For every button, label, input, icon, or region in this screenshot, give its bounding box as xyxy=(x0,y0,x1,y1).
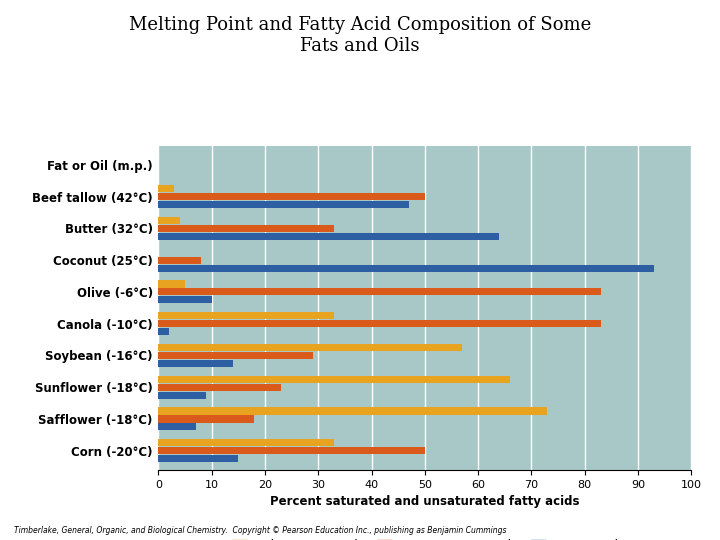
Bar xyxy=(158,280,185,287)
Bar xyxy=(158,193,425,200)
Bar xyxy=(158,392,207,399)
Bar xyxy=(158,328,169,335)
Text: Melting Point and Fatty Acid Composition of Some
Fats and Oils: Melting Point and Fatty Acid Composition… xyxy=(129,16,591,55)
Bar xyxy=(158,423,196,430)
Text: Timberlake, General, Organic, and Biological Chemistry.  Copyright © Pearson Edu: Timberlake, General, Organic, and Biolog… xyxy=(14,525,507,535)
Bar xyxy=(158,360,233,367)
Bar xyxy=(158,296,212,303)
Bar xyxy=(158,408,547,415)
Legend: Polyunsaturated, Monounsaturated, Saturated: Polyunsaturated, Monounsaturated, Satura… xyxy=(227,535,623,540)
Bar xyxy=(158,439,334,447)
Bar xyxy=(158,201,409,208)
Bar xyxy=(158,225,334,232)
Bar xyxy=(158,415,254,422)
Bar xyxy=(158,312,334,319)
Bar xyxy=(158,256,201,264)
Bar xyxy=(158,288,600,295)
Bar xyxy=(158,185,174,192)
Bar xyxy=(158,376,510,383)
Bar xyxy=(158,344,462,351)
Bar xyxy=(158,383,281,391)
Bar xyxy=(158,233,500,240)
Bar xyxy=(158,217,180,224)
X-axis label: Percent saturated and unsaturated fatty acids: Percent saturated and unsaturated fatty … xyxy=(270,495,580,508)
Bar xyxy=(158,455,238,462)
Bar xyxy=(158,265,654,272)
Bar xyxy=(158,447,425,454)
Bar xyxy=(158,352,313,359)
Bar xyxy=(158,320,600,327)
